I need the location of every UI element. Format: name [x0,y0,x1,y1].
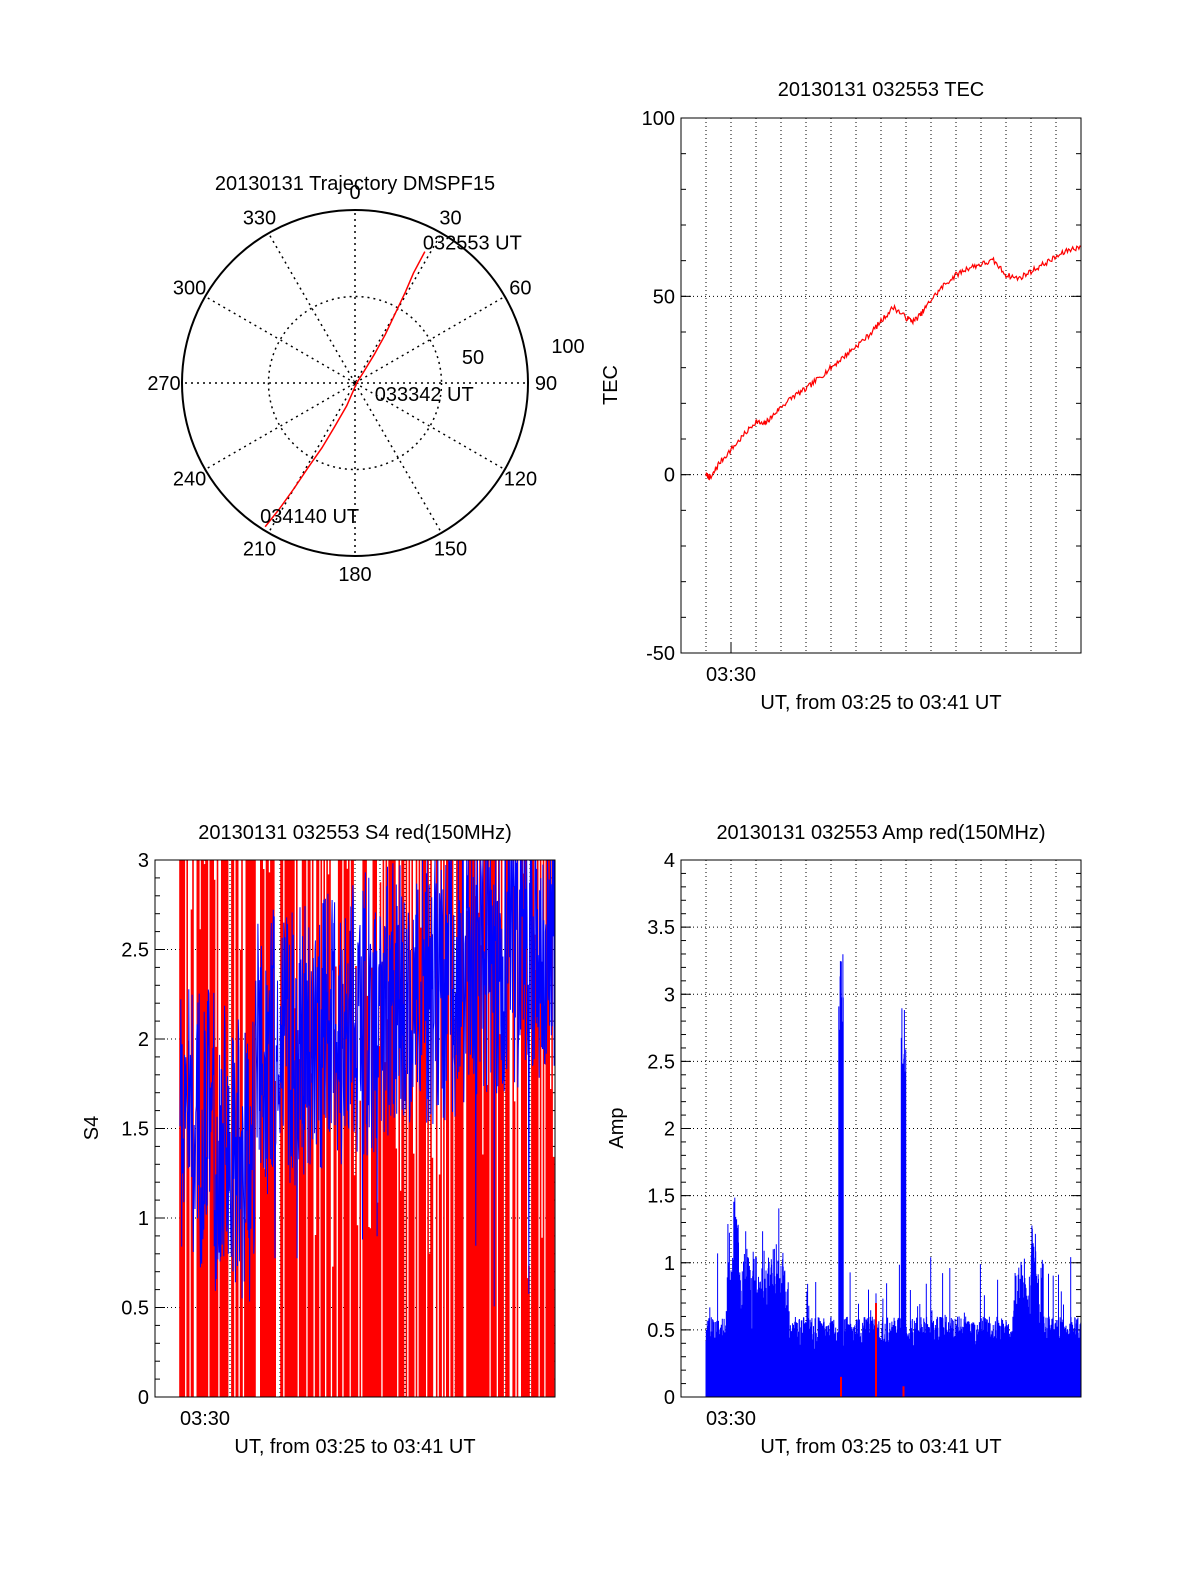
polar-angle-label: 60 [509,278,531,300]
amp-ytick-label: 3 [664,984,675,1006]
amp-plot-border [680,859,1082,1398]
amp-ytick-label: 0.5 [647,1320,675,1342]
polar-ring-50 [267,295,443,471]
polar-spoke [354,295,506,384]
s4-ylabel: S4 [81,1116,103,1140]
polar-center-dot [351,379,359,387]
polar-angle-label: 30 [439,208,461,230]
s4-ytick-label: 1.5 [121,1119,149,1141]
s4-ytick-label: 1 [138,1208,149,1230]
polar-angle-label: 300 [173,278,206,300]
polar-spoke [204,295,356,384]
tec-title: 20130131 032553 TEC [778,79,984,101]
amp-ylabel: Amp [606,1107,628,1148]
polar-spoke [267,232,356,384]
polar-angle-label: 330 [243,208,276,230]
trajectory-time-label: 034140 UT [260,506,359,528]
s4-ytick-label: 0 [138,1387,149,1409]
s4-ytick-label: 0.5 [121,1298,149,1320]
tec-series-line [705,245,1082,481]
polar-angle-label: 210 [243,538,276,560]
s4-ytick-label: 2 [138,1029,149,1051]
polar-angle-label: 240 [173,469,206,491]
amp-ytick-label: 4 [664,850,675,872]
amp-xtick-label: 03:30 [706,1408,756,1430]
s4-ytick-label: 2.5 [121,940,149,962]
trajectory-time-label: 033342 UT [375,384,474,406]
s4-xtick-label: 03:30 [180,1408,230,1430]
polar-angle-label: 90 [535,373,557,395]
s4-ytick-label: 3 [138,850,149,872]
tec-ytick-label: 50 [653,286,675,308]
amp-title: 20130131 032553 Amp red(150MHz) [716,822,1045,844]
tec-plot-border [680,117,1082,654]
polar-radial-label: 50 [462,347,484,369]
amp-ytick-label: 0 [664,1387,675,1409]
tec-chart: -50 0 50 100 03:30 20130131 032553 TEC UT, fro… [600,79,1082,714]
tec-ytick-label: -50 [646,643,675,665]
polar-angle-label: 270 [147,373,180,395]
s4-plot-border [154,859,556,1398]
trajectory-title: 20130131 Trajectory DMSPF15 [215,173,495,195]
amp-ytick-label: 3.5 [647,917,675,939]
amp-ytick-label: 1 [664,1253,675,1275]
amp-ytick-label: 2.5 [647,1051,675,1073]
s4-blue-series [179,859,556,1307]
s4-chart: 0 0.5 1 1.5 2 2.5 3 03:30 20130131 032553 S4 red… [81,822,556,1458]
polar-angle-label: 120 [504,469,537,491]
tec-ytick-label: 0 [664,465,675,487]
polar-outer-circle [181,209,529,557]
tec-xlabel: UT, from 03:25 to 03:41 UT [760,692,1001,714]
amp-chart: 0 0.5 1 1.5 2 2.5 3 3.5 4 03:30 20130131 032553 Am… [606,822,1082,1458]
amp-blue-series [705,954,1082,1397]
polar-radial-label: 100 [551,336,584,358]
tec-xtick-label: 03:30 [706,664,756,686]
polar-angle-label: 180 [338,564,371,586]
amp-ytick-label: 2 [664,1119,675,1141]
polar-spoke [354,382,506,471]
trajectory-line [264,251,426,528]
trajectory-polar-plot: 0 30 60 90 120 150 180 210 240 270 300 330 50 100 0325… [147,173,584,586]
s4-xlabel: UT, from 03:25 to 03:41 UT [234,1436,475,1458]
polar-angle-label: 0 [349,182,360,204]
amp-ytick-label: 1.5 [647,1186,675,1208]
polar-angle-label: 150 [434,538,467,560]
trajectory-time-label: 032553 UT [423,233,522,255]
tec-ytick-label: 100 [642,108,675,130]
tec-ylabel: TEC [600,365,622,405]
amp-xlabel: UT, from 03:25 to 03:41 UT [760,1436,1001,1458]
polar-spoke [354,382,443,534]
polar-spoke [204,382,356,471]
s4-title: 20130131 032553 S4 red(150MHz) [198,822,512,844]
polar-spoke [267,382,356,534]
polar-spoke [354,232,443,384]
